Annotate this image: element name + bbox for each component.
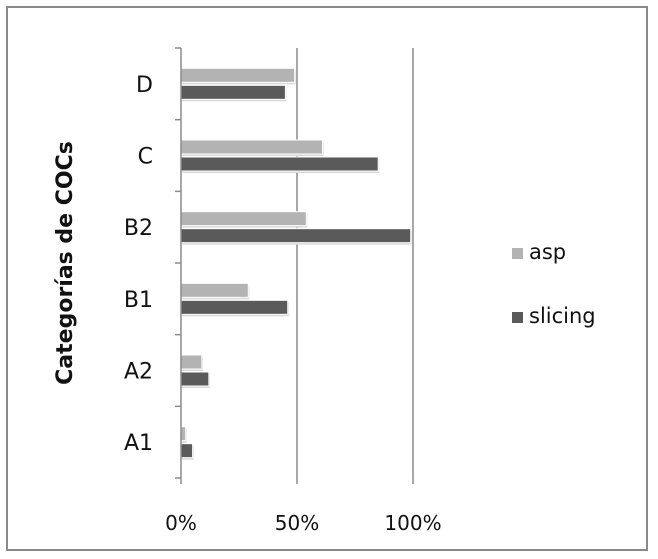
bar-slicing: [180, 84, 286, 100]
category-label: A2: [124, 360, 153, 385]
bar-slicing: [180, 371, 210, 387]
bars: [180, 67, 412, 460]
legend-swatch-asp: [512, 248, 523, 259]
y-axis-label: Categorías de COCs: [53, 141, 78, 385]
bar-asp: [180, 67, 296, 83]
category-labels: A1 A2 B1 B2 C D: [124, 73, 153, 456]
bar-slicing: [180, 228, 412, 244]
bar-asp: [180, 211, 307, 227]
legend-label-slicing: slicing: [529, 304, 596, 328]
tick-labels: 0% 50% 100%: [165, 511, 441, 535]
bar-slicing: [180, 443, 194, 459]
x-tick-label: 0%: [165, 511, 197, 535]
category-label: C: [138, 145, 153, 170]
chart-frame: [6, 6, 648, 551]
category-label: B2: [124, 216, 153, 241]
bar-asp: [180, 139, 324, 155]
category-label: D: [136, 73, 153, 98]
x-tick-label: 100%: [384, 511, 441, 535]
legend-label-asp: asp: [529, 240, 566, 264]
legend: asp slicing: [512, 240, 596, 328]
bar-asp: [180, 354, 203, 370]
bar-slicing: [180, 156, 379, 172]
bar-asp: [180, 282, 249, 298]
x-tick-label: 50%: [275, 511, 319, 535]
legend-swatch-slicing: [512, 312, 523, 323]
category-label: A1: [124, 431, 153, 456]
axes: [175, 47, 414, 484]
bar-slicing: [180, 299, 289, 315]
gridlines: [296, 48, 414, 478]
category-label: B1: [124, 288, 153, 313]
